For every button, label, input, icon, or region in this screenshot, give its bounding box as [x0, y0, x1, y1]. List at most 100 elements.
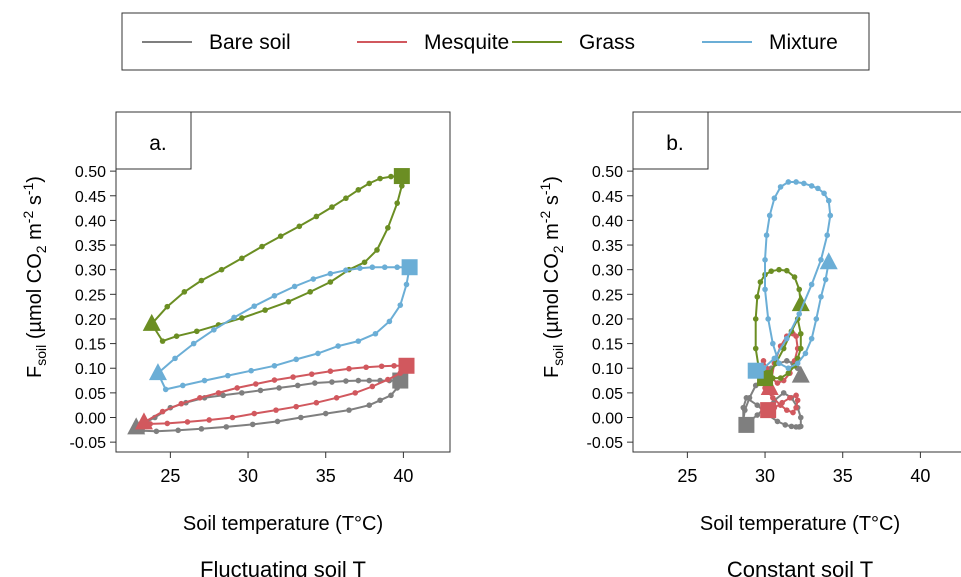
data-point — [808, 281, 815, 288]
data-point — [770, 394, 776, 401]
data-point — [793, 333, 799, 340]
data-point — [381, 264, 388, 271]
data-point — [271, 292, 278, 299]
data-point — [223, 424, 230, 430]
data-point — [374, 247, 380, 253]
y-tick-label: 0.40 — [592, 213, 623, 230]
y-tick-label: 0.00 — [75, 411, 106, 428]
y-tick-label: 0.05 — [75, 386, 106, 403]
data-point — [211, 326, 217, 333]
y-axis-label-part: soil — [550, 345, 566, 366]
panel-label: a. — [149, 132, 167, 155]
data-point — [822, 276, 829, 283]
data-point — [785, 370, 792, 376]
legend-label: Bare soil — [209, 31, 291, 54]
end-marker — [398, 357, 415, 374]
data-point — [388, 392, 394, 399]
data-point — [298, 414, 304, 421]
y-axis-label-part: (µmol CO — [541, 253, 563, 345]
data-point — [329, 379, 335, 385]
data-point — [346, 407, 352, 413]
data-point — [385, 224, 391, 231]
plot-frame — [115, 111, 451, 453]
data-point — [783, 335, 790, 342]
data-point — [253, 381, 259, 387]
data-point — [346, 365, 352, 372]
data-point — [388, 173, 394, 180]
data-point — [796, 311, 803, 317]
data-point — [779, 399, 785, 406]
data-point — [274, 418, 281, 425]
data-point — [766, 212, 773, 219]
legend-label: Mesquite — [424, 31, 509, 54]
y-tick-label: -0.05 — [70, 435, 107, 452]
data-point — [768, 268, 775, 274]
data-point — [293, 403, 300, 410]
y-tick-label: 0.15 — [75, 337, 106, 354]
y-tick-label: -0.05 — [587, 435, 624, 452]
data-point — [229, 414, 236, 421]
data-point — [248, 367, 254, 374]
y-tick-label: 0.25 — [75, 287, 106, 304]
panel-b: b. -0.05 0.00 0.05 0.10 0.15 0.20 0.25 0.30 0.35 0… — [537, 111, 961, 577]
data-point — [774, 380, 781, 386]
y-axis-label-part: m — [24, 223, 46, 245]
series-mesquite — [134, 357, 415, 430]
y-axis-label-part: s — [541, 195, 563, 211]
data-point — [818, 257, 824, 263]
data-point — [369, 264, 376, 271]
data-point — [754, 402, 761, 408]
data-point — [273, 407, 279, 413]
data-point — [777, 375, 784, 381]
data-point — [218, 266, 225, 273]
series-mixture — [747, 179, 838, 379]
data-point — [291, 283, 298, 290]
data-point — [763, 232, 770, 238]
data-point — [361, 259, 368, 266]
data-point — [307, 289, 313, 295]
end-marker — [401, 259, 418, 276]
y-tick-label: 0.20 — [75, 312, 106, 329]
end-marker — [393, 168, 410, 185]
data-point — [271, 362, 278, 369]
y-tick-label: 0.00 — [592, 411, 623, 428]
data-point — [377, 397, 383, 404]
data-point — [310, 276, 317, 282]
data-point — [355, 377, 362, 384]
data-point — [794, 360, 801, 367]
data-point — [251, 410, 258, 417]
data-point — [159, 408, 166, 415]
data-point — [752, 345, 759, 352]
start-marker — [148, 363, 167, 381]
data-point — [752, 316, 759, 322]
end-marker — [738, 416, 755, 433]
data-point — [276, 385, 282, 391]
data-point — [162, 386, 169, 393]
data-point — [399, 183, 405, 189]
y-axis-label-part: soil — [33, 345, 49, 366]
data-point — [385, 376, 391, 383]
data-point — [343, 378, 349, 384]
data-point — [762, 286, 768, 293]
data-point — [793, 404, 799, 411]
data-point — [787, 394, 793, 401]
data-point — [793, 179, 799, 185]
data-point — [793, 392, 799, 399]
y-tick-label: 0.10 — [75, 361, 106, 378]
data-point — [357, 265, 363, 272]
series-bare-soil — [127, 372, 409, 435]
end-marker — [760, 402, 777, 419]
data-point — [785, 365, 792, 372]
y-axis-label: Fsoil (µmol CO2 m-2 s-1) — [20, 176, 49, 378]
data-point — [797, 423, 804, 430]
data-point — [257, 387, 264, 394]
data-point — [391, 362, 397, 369]
data-point — [821, 190, 827, 197]
data-point — [366, 402, 373, 408]
data-point — [215, 390, 222, 396]
data-point — [231, 314, 237, 321]
data-point — [774, 418, 781, 425]
y-axis-label-part: s — [24, 195, 46, 211]
data-point — [220, 392, 226, 399]
data-point — [377, 175, 383, 182]
